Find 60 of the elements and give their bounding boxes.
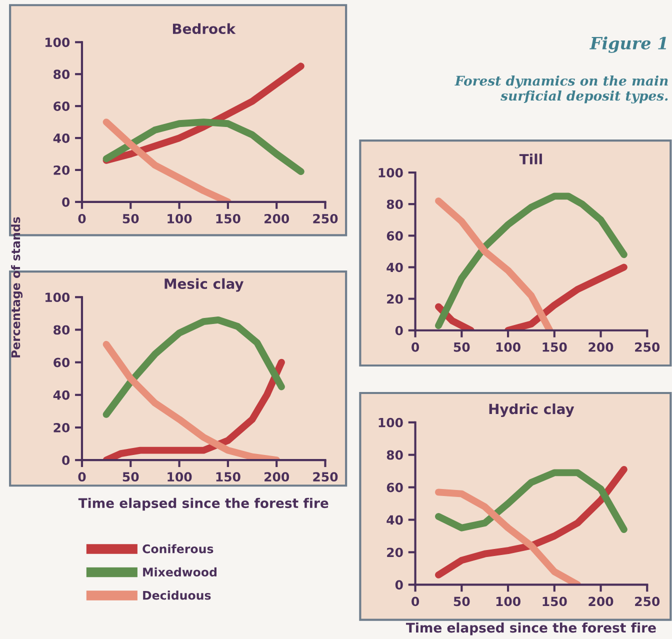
y-tick-label: 60 xyxy=(386,482,403,492)
y-tick-label: 60 xyxy=(386,231,403,241)
y-tick-label: 80 xyxy=(386,200,403,210)
chart-title: Hydric clay xyxy=(489,403,574,418)
legend-label: Coniferous xyxy=(142,544,214,554)
y-axis-title: Percentage of stands xyxy=(11,217,23,358)
y-tick-label: 0 xyxy=(395,580,403,590)
y-tick-label: 0 xyxy=(62,456,70,466)
x-tick-label: 150 xyxy=(542,596,567,606)
x-tick-label: 50 xyxy=(454,342,470,352)
x-tick-label: 200 xyxy=(588,342,614,352)
y-tick-label: 100 xyxy=(45,292,70,302)
legend-label: Mixedwood xyxy=(143,567,216,577)
y-tick-label: 60 xyxy=(54,358,70,368)
legend-label: Deciduous xyxy=(143,590,211,600)
x-axis-title: Time elapsed since the forest fire xyxy=(78,498,328,511)
y-tick-label: 20 xyxy=(387,548,403,558)
y-tick-label: 100 xyxy=(45,38,70,48)
chart-title: Bedrock xyxy=(172,23,236,34)
x-tick-label: 250 xyxy=(635,342,660,352)
y-tick-label: 40 xyxy=(53,390,70,400)
y-tick-label: 20 xyxy=(54,165,70,175)
x-tick-label: 150 xyxy=(216,472,240,482)
text: Forest dynamics on the main surficial deposit types. xyxy=(454,76,668,104)
x-tick-label: 150 xyxy=(216,214,240,224)
x-tick-label: 100 xyxy=(168,472,192,482)
caption: Figure 1 xyxy=(590,36,666,53)
y-tick-label: 100 xyxy=(378,418,403,428)
x-tick-label: 0 xyxy=(412,596,420,606)
x-tick-label: 100 xyxy=(496,342,520,352)
x-tick-label: 200 xyxy=(588,596,614,606)
x-tick-label: 200 xyxy=(264,214,290,224)
y-tick-label: 40 xyxy=(53,133,70,143)
x-tick-label: 50 xyxy=(122,214,139,224)
x-tick-label: 0 xyxy=(412,342,420,352)
y-tick-label: 80 xyxy=(386,450,403,460)
chart-title: Mesic clay xyxy=(164,278,244,292)
x-tick-label: 0 xyxy=(78,214,86,224)
y-tick-label: 0 xyxy=(395,326,403,336)
x-tick-label: 0 xyxy=(78,472,86,482)
x-tick-label: 100 xyxy=(496,596,520,606)
x-tick-label: 150 xyxy=(542,342,567,352)
chart-title: Till xyxy=(519,154,542,164)
y-tick-label: 40 xyxy=(386,262,403,272)
x-tick-label: 50 xyxy=(122,472,139,482)
x-tick-label: 50 xyxy=(454,596,470,606)
y-tick-label: 80 xyxy=(54,325,70,335)
x-tick-label: 100 xyxy=(168,214,192,224)
y-tick-label: 80 xyxy=(54,70,70,80)
x-tick-label: 250 xyxy=(313,472,338,482)
x-tick-label: 200 xyxy=(264,472,290,482)
x-axis-title: Time elapsed since the forest fire xyxy=(406,622,656,636)
y-tick-label: 40 xyxy=(386,515,403,525)
y-tick-label: 20 xyxy=(387,294,403,304)
x-tick-label: 250 xyxy=(635,596,660,606)
x-tick-label: 250 xyxy=(313,214,338,224)
y-tick-label: 100 xyxy=(378,168,403,178)
y-tick-label: 60 xyxy=(54,102,70,111)
y-tick-label: 0 xyxy=(62,197,70,207)
y-tick-label: 20 xyxy=(54,422,70,432)
